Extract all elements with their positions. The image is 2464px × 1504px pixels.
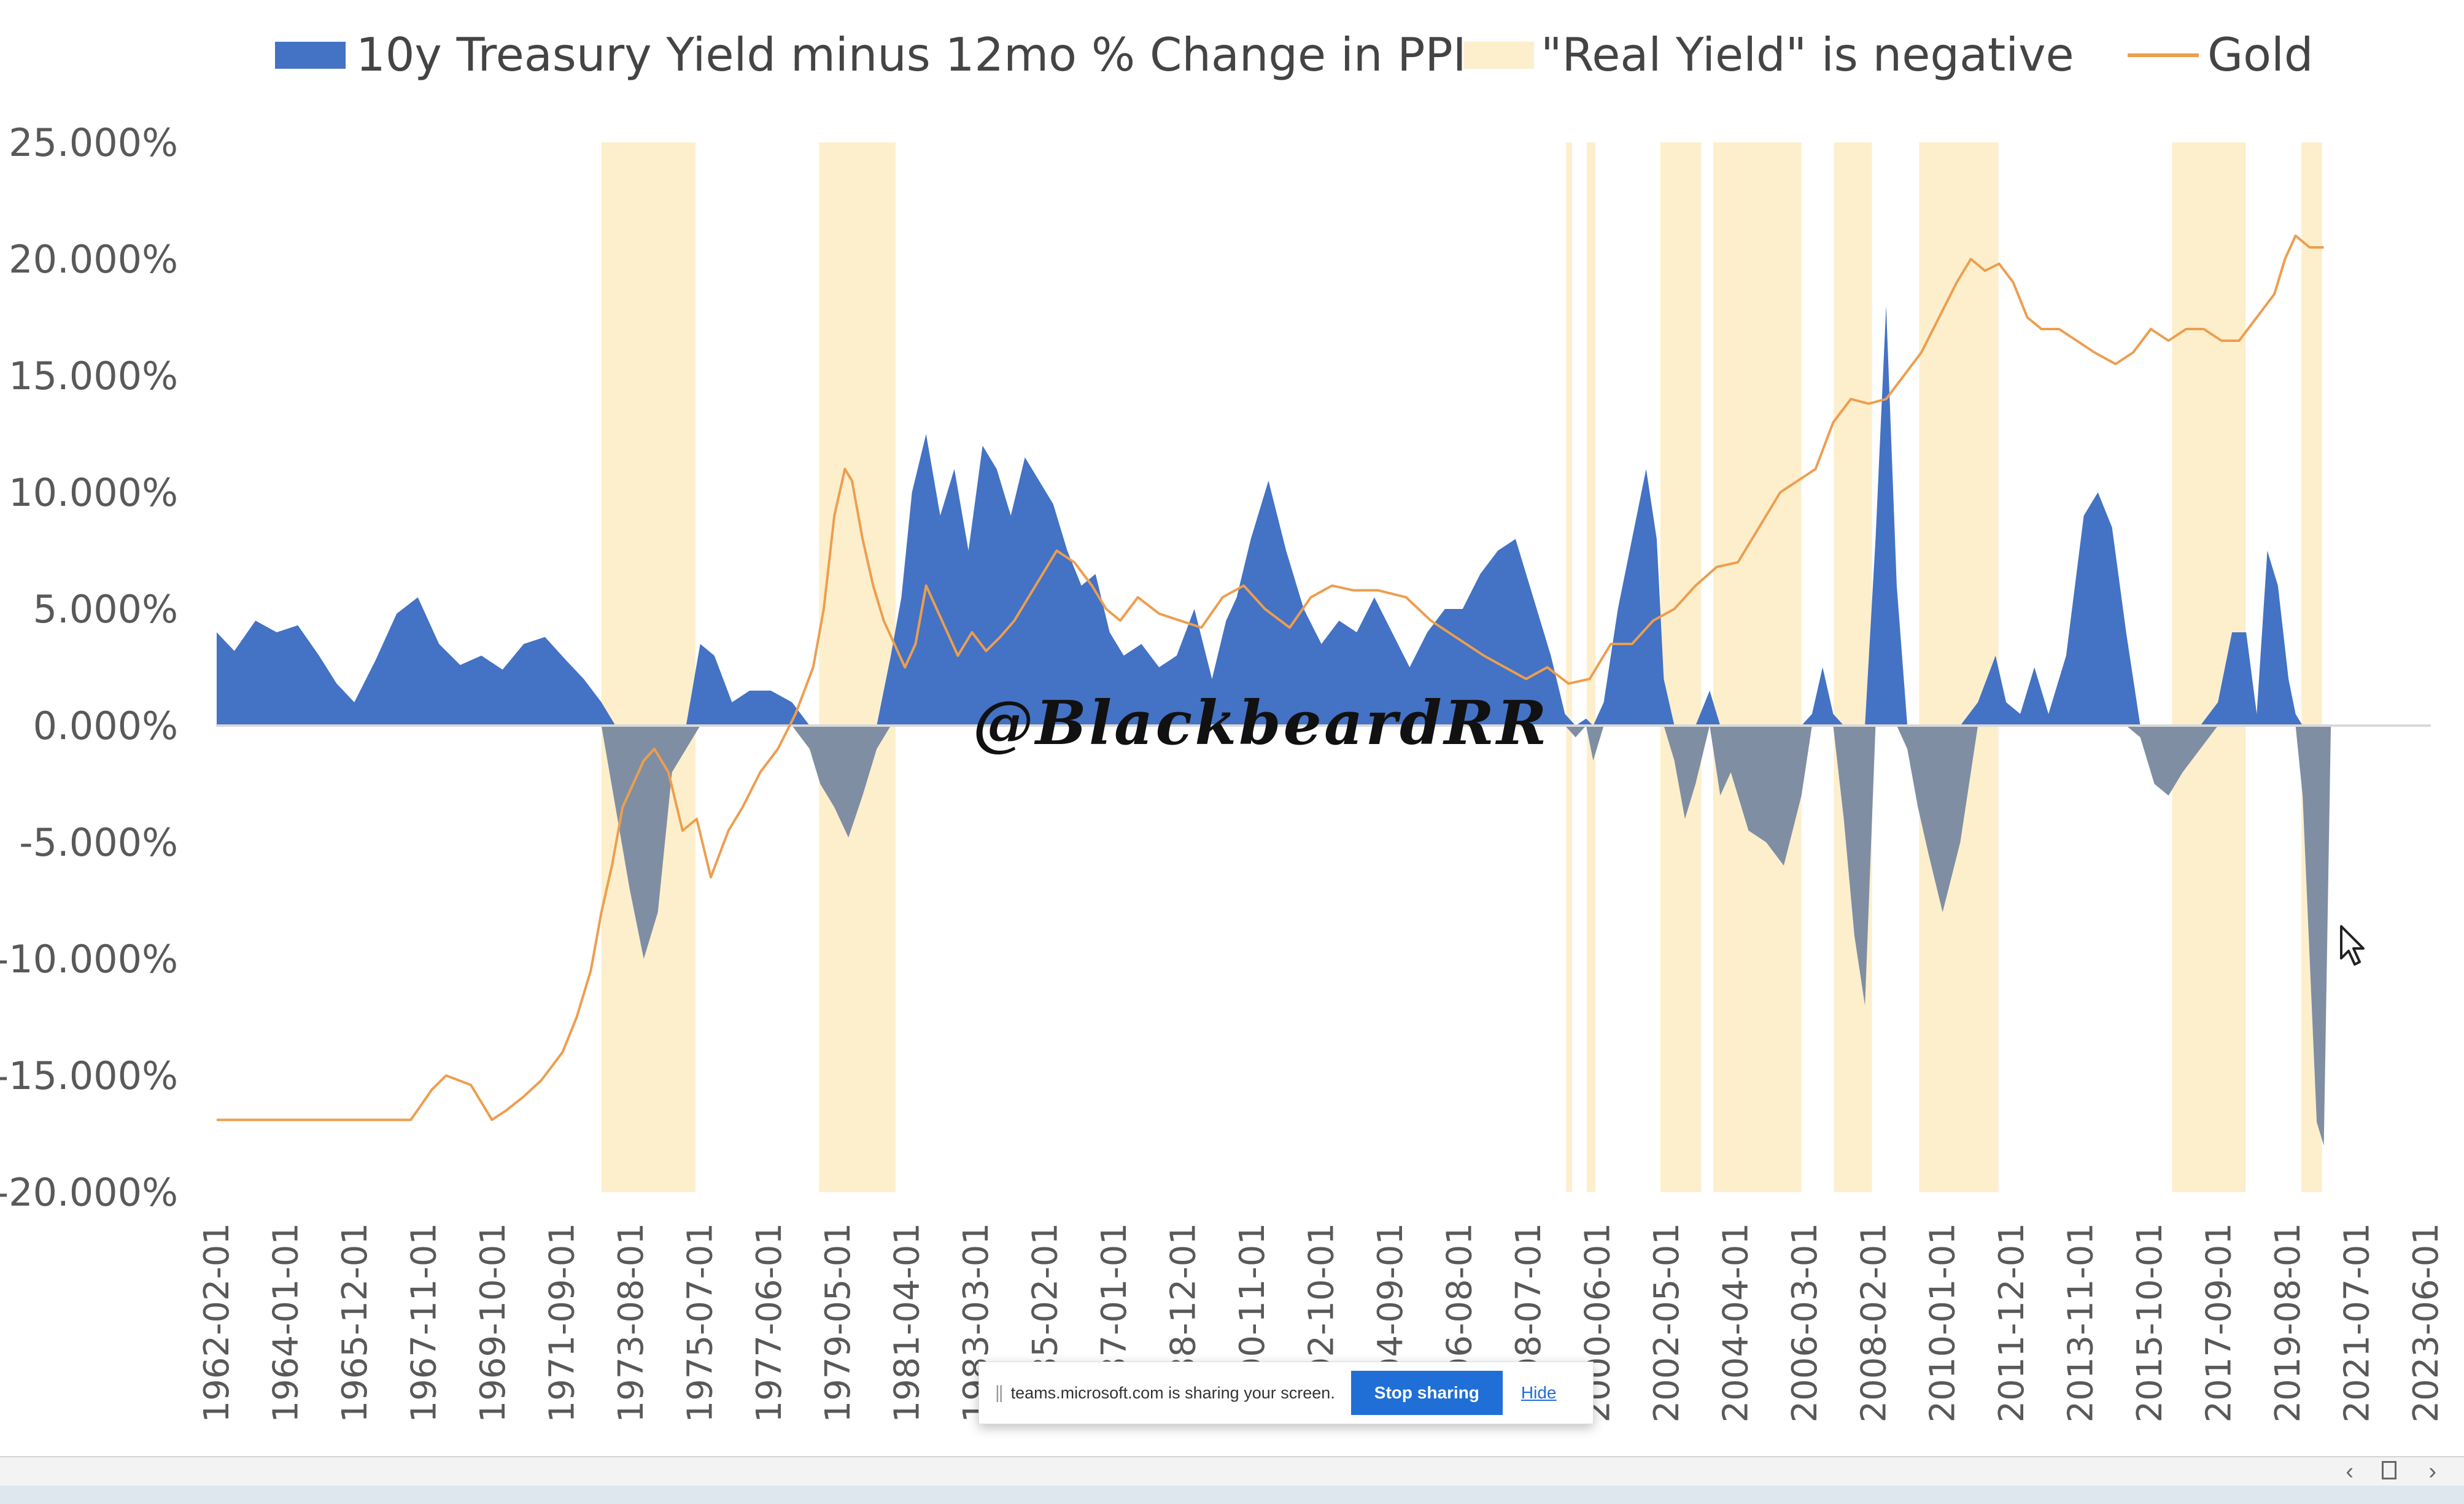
legend-swatch-real-yield: [275, 42, 346, 69]
x-tick-label: 2002-05-01: [1647, 1223, 1687, 1422]
x-tick-label: 1977-06-01: [750, 1223, 789, 1422]
sheet-scrollbar[interactable]: ‹ ›: [0, 1456, 2464, 1487]
sharing-message: teams.microsoft.com is sharing your scre…: [1010, 1383, 1335, 1402]
y-tick-label: 10.000%: [9, 470, 178, 515]
x-tick-label: 1969-10-01: [473, 1223, 513, 1422]
gold-line: [216, 235, 2324, 1122]
x-tick-label: 2023-06-01: [2406, 1223, 2446, 1422]
y-tick-label: 25.000%: [9, 120, 178, 165]
hide-link[interactable]: Hide: [1521, 1383, 1557, 1402]
y-tick-label: -15.000%: [0, 1053, 178, 1098]
x-axis-ticks: 1962-02-01 1964-01-01 1965-12-01 1967-11-01…: [197, 1223, 2446, 1422]
y-tick-label: 0.000%: [33, 704, 178, 748]
negative-band-1: [819, 142, 896, 1192]
negative-band-5: [1713, 142, 1802, 1192]
negative-band-3: [1586, 142, 1596, 1192]
negative-band-6: [1834, 142, 1872, 1192]
x-tick-label: 1981-04-01: [888, 1223, 928, 1422]
negative-band-0: [601, 142, 696, 1192]
x-tick-label: 1975-07-01: [680, 1223, 720, 1422]
gold-series-line: [216, 235, 2324, 1122]
x-tick-label: 1979-05-01: [818, 1223, 858, 1422]
x-tick-label: 2011-12-01: [1992, 1223, 2032, 1422]
x-tick-label: 1965-12-01: [335, 1223, 375, 1422]
x-tick-label: 2017-09-01: [2199, 1223, 2239, 1422]
y-tick-label: 5.000%: [33, 587, 178, 632]
screen-sharing-bar: || teams.microsoft.com is sharing your s…: [978, 1362, 1594, 1424]
x-tick-label: 2010-01-01: [1923, 1223, 1963, 1422]
x-tick-label: 2013-11-01: [2061, 1223, 2101, 1422]
legend-label-real-yield: 10y Treasury Yield minus 12mo % Change i…: [356, 28, 1466, 82]
chevron-right-icon[interactable]: ›: [2428, 1459, 2436, 1484]
legend-swatch-negative-band: [1463, 42, 1534, 69]
x-tick-label: 2008-02-01: [1854, 1223, 1894, 1422]
x-tick-label: 2019-08-01: [2268, 1223, 2308, 1422]
x-tick-label: 2015-10-01: [2130, 1223, 2170, 1422]
legend-label-gold: Gold: [2207, 28, 2313, 82]
y-axis-ticks: 25.000% 20.000% 15.000% 10.000% 5.000% 0.000%…: [0, 120, 178, 1215]
real-yield-area: [216, 306, 2433, 1145]
x-tick-label: 1962-02-01: [197, 1223, 237, 1422]
y-tick-label: 15.000%: [9, 354, 178, 398]
negative-real-yield-bands: [601, 142, 2322, 1192]
x-tick-label: 1973-08-01: [611, 1223, 651, 1422]
mouse-cursor-icon: [2340, 925, 2365, 966]
x-tick-label: 1971-09-01: [542, 1223, 582, 1422]
y-tick-label: -5.000%: [19, 820, 178, 865]
x-tick-label: 2006-03-01: [1785, 1223, 1825, 1422]
page-icon[interactable]: [2382, 1461, 2396, 1479]
x-tick-label: 2021-07-01: [2338, 1223, 2377, 1422]
watermark: @BlackbeardRR: [973, 688, 1549, 759]
legend-label-negative-band: "Real Yield" is negative: [1541, 28, 2074, 82]
x-tick-label: 1964-01-01: [266, 1223, 306, 1422]
negative-band-2: [1566, 142, 1572, 1192]
drag-handle-icon[interactable]: ||: [995, 1382, 1004, 1403]
negative-band-7: [1919, 142, 1999, 1192]
chevron-left-icon[interactable]: ‹: [2346, 1459, 2354, 1484]
x-tick-label: 2004-04-01: [1716, 1223, 1756, 1422]
chart: 10y Treasury Yield minus 12mo % Change i…: [0, 28, 2446, 1422]
taskbar-strip: [0, 1486, 2464, 1504]
legend: 10y Treasury Yield minus 12mo % Change i…: [275, 28, 2313, 82]
y-tick-label: 20.000%: [9, 237, 178, 282]
y-tick-label: -20.000%: [0, 1170, 178, 1215]
y-tick-label: -10.000%: [0, 937, 178, 982]
real-yield-positive-area: [216, 306, 2433, 726]
real-yield-negative-area: [216, 726, 2433, 1145]
negative-band-4: [1660, 142, 1702, 1192]
stop-sharing-button[interactable]: Stop sharing: [1350, 1371, 1503, 1415]
x-tick-label: 1967-11-01: [404, 1223, 444, 1422]
